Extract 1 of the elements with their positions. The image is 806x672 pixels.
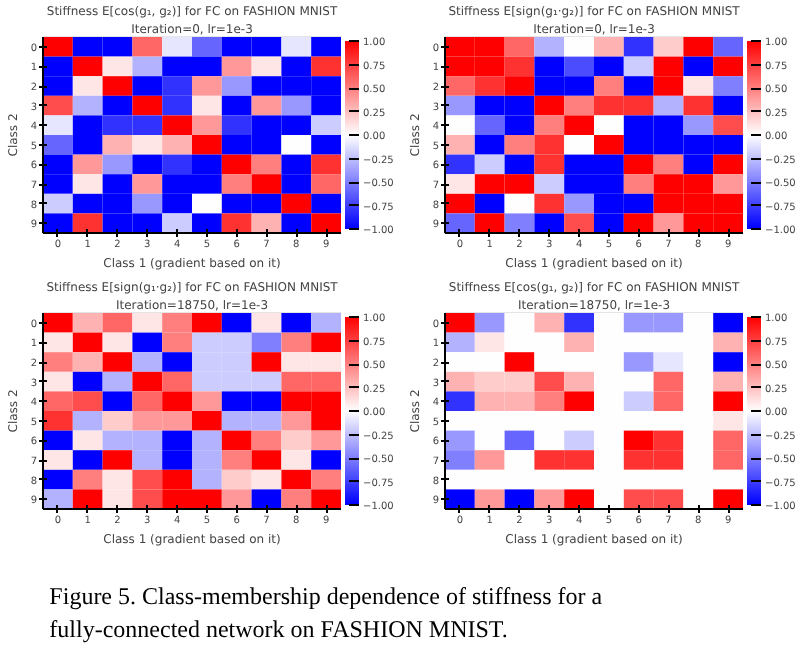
caption: Figure 5. Class-membership dependence of stiffness for a fully-connected network on FASHION MNIST. <box>49 581 604 644</box>
